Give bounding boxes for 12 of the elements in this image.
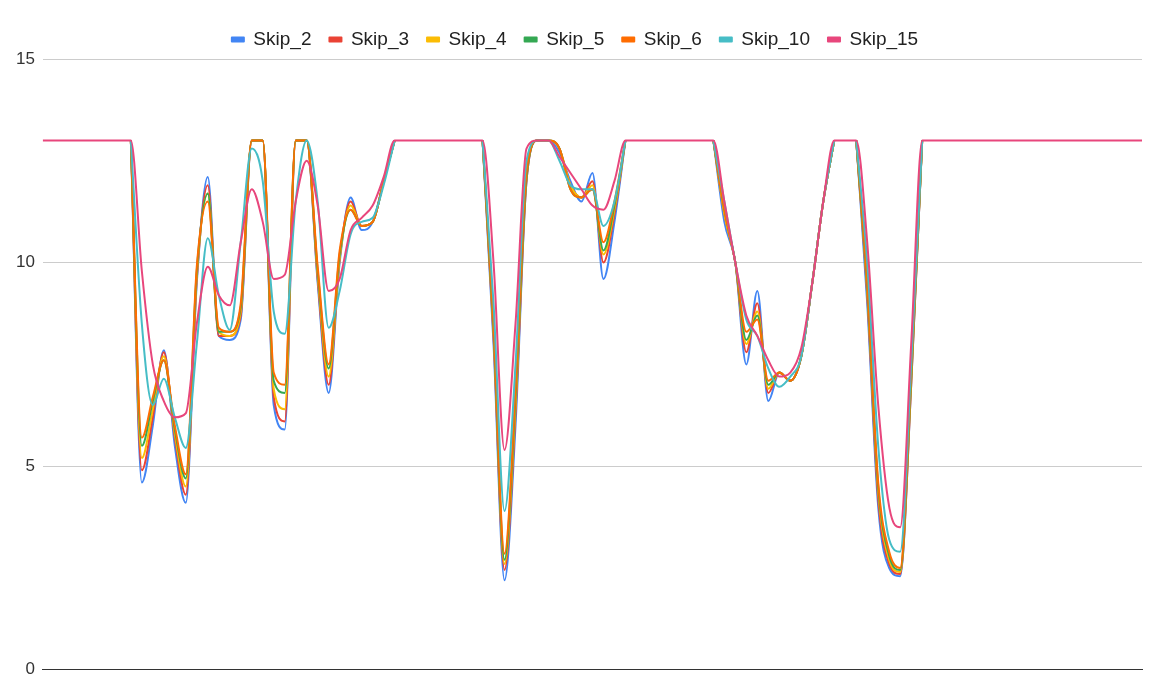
- legend-label: Skip_15: [849, 27, 919, 50]
- legend-label: Skip_5: [546, 27, 605, 50]
- y-tick-label: 10: [15, 252, 35, 272]
- y-tick-label: 15: [15, 48, 35, 68]
- line-series: [41, 139, 1143, 529]
- legend-label: Skip_10: [741, 27, 810, 50]
- legend-label: Skip_2: [253, 27, 312, 50]
- y-tick-label: 0: [25, 659, 35, 679]
- legend-label: Skip_6: [643, 27, 702, 50]
- legend-label: Skip_4: [448, 27, 508, 50]
- legend-label: Skip_3: [350, 27, 410, 50]
- y-tick-label: 5: [25, 455, 35, 475]
